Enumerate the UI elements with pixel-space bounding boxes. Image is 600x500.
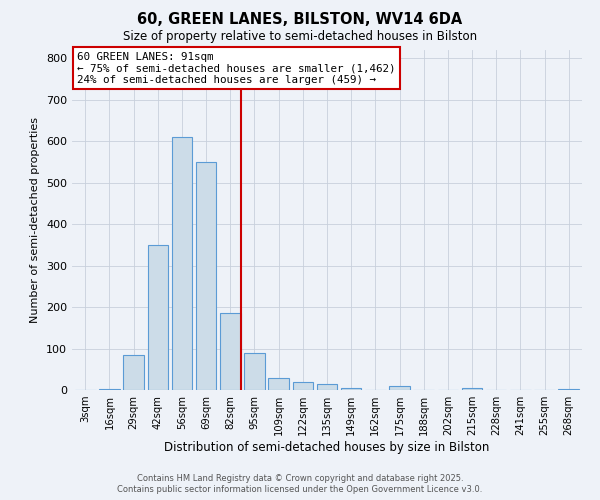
Text: Contains HM Land Registry data © Crown copyright and database right 2025.
Contai: Contains HM Land Registry data © Crown c… <box>118 474 482 494</box>
Bar <box>244 352 265 390</box>
Bar <box>268 378 289 390</box>
Text: 60 GREEN LANES: 91sqm
← 75% of semi-detached houses are smaller (1,462)
24% of s: 60 GREEN LANES: 91sqm ← 75% of semi-deta… <box>77 52 395 85</box>
Bar <box>148 245 168 390</box>
Bar <box>196 162 217 390</box>
Bar <box>389 386 410 390</box>
Bar <box>172 137 192 390</box>
Bar <box>124 355 144 390</box>
X-axis label: Distribution of semi-detached houses by size in Bilston: Distribution of semi-detached houses by … <box>164 441 490 454</box>
Bar <box>317 384 337 390</box>
Text: 60, GREEN LANES, BILSTON, WV14 6DA: 60, GREEN LANES, BILSTON, WV14 6DA <box>137 12 463 28</box>
Bar <box>341 388 361 390</box>
Text: Size of property relative to semi-detached houses in Bilston: Size of property relative to semi-detach… <box>123 30 477 43</box>
Y-axis label: Number of semi-detached properties: Number of semi-detached properties <box>31 117 40 323</box>
Bar <box>220 314 241 390</box>
Bar <box>99 389 120 390</box>
Bar <box>559 389 579 390</box>
Bar <box>462 388 482 390</box>
Bar <box>293 382 313 390</box>
